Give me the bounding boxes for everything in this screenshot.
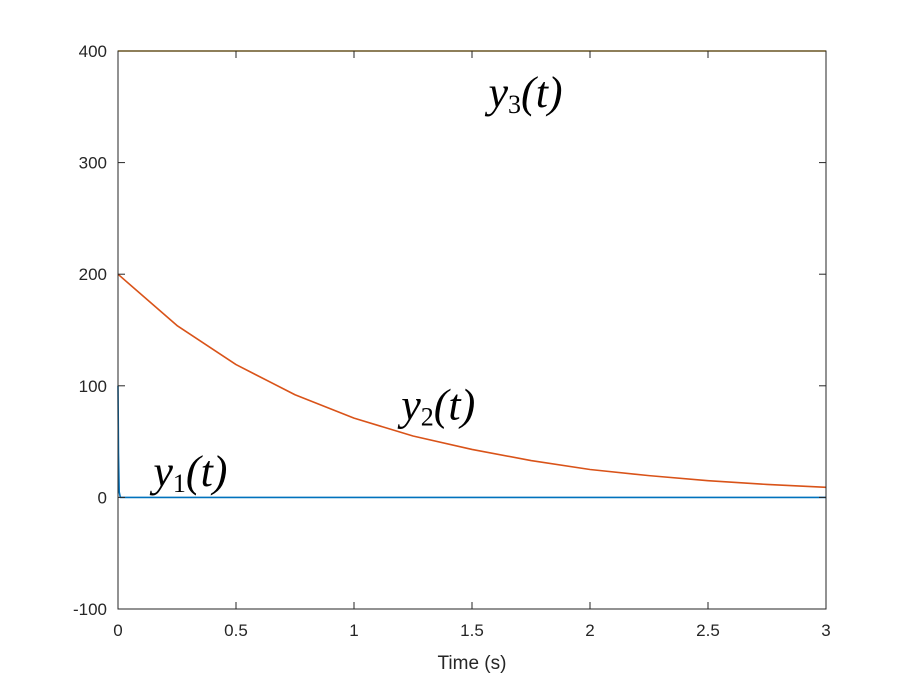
y-tick-label: 0 <box>98 488 107 507</box>
y-tick-label: -100 <box>73 600 107 619</box>
x-tick-label: 0.5 <box>224 621 248 640</box>
series-annotation-1: y1(t) <box>149 447 227 498</box>
annotation-layer: y1(t) y2(t) y3(t) <box>149 68 562 498</box>
x-axis-title: Time (s) <box>438 653 507 674</box>
x-tick-label: 1 <box>349 621 358 640</box>
series-annotation-3: y3(t) <box>485 68 563 119</box>
x-tick-label: 3 <box>821 621 830 640</box>
y-tick-label: 400 <box>79 42 107 61</box>
x-tick-label: 2 <box>585 621 594 640</box>
x-tick-label: 1.5 <box>460 621 484 640</box>
y-tick-label: 200 <box>79 265 107 284</box>
series-line-2 <box>117 273 827 489</box>
x-tick-label: 2.5 <box>696 621 720 640</box>
x-tick-label: 0 <box>113 621 122 640</box>
y-tick-label: 300 <box>79 154 107 173</box>
series-annotation-2: y2(t) <box>397 380 475 431</box>
plot-area <box>118 51 826 609</box>
y-tick-label: 100 <box>79 377 107 396</box>
series-line-1 <box>117 385 826 499</box>
tick-layer: 0 0.5 1 1.5 2 2.5 3 -100 0 100 200 300 400 <box>73 42 831 640</box>
